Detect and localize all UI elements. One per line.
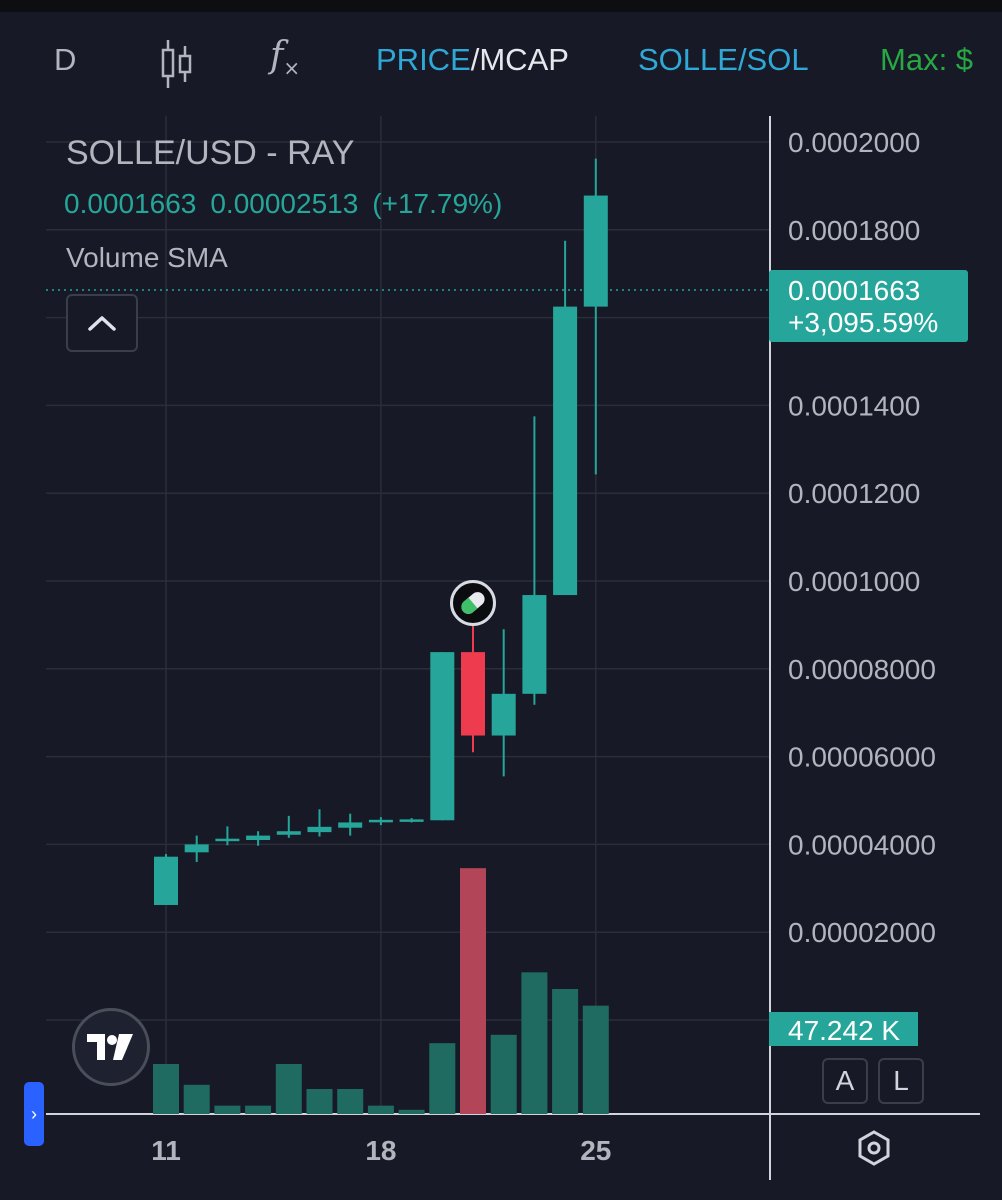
- legend-indicator: Volume SMA: [66, 242, 228, 273]
- interval-button[interactable]: D: [54, 42, 77, 77]
- candle-body: [246, 835, 271, 841]
- volume-bar: [582, 1005, 609, 1114]
- y-tick-label: 0.0001000: [788, 566, 920, 597]
- candle-body: [522, 595, 547, 694]
- mcap-label: /MCAP: [470, 42, 569, 77]
- candle-body: [461, 652, 485, 736]
- volume-bar: [306, 1089, 333, 1114]
- collapse-legend-button[interactable]: [66, 294, 138, 352]
- candle: [215, 826, 240, 846]
- y-tick-label: 0.0002000: [788, 127, 920, 158]
- candle-body: [553, 306, 578, 596]
- log-scale-button[interactable]: L: [878, 1058, 924, 1104]
- y-tick-label: 0.00008000: [788, 654, 936, 685]
- last-price-pct: +3,095.59%: [788, 307, 938, 338]
- candle: [307, 809, 332, 837]
- volume-bar: [490, 1034, 517, 1114]
- volume-bar: [552, 989, 579, 1114]
- y-tick-label: 0.0001800: [788, 215, 920, 246]
- volume-bar: [245, 1105, 272, 1114]
- max-label[interactable]: Max: $: [880, 42, 974, 77]
- candle: [338, 813, 363, 836]
- candle: [368, 817, 393, 826]
- pill-icon[interactable]: [450, 580, 496, 626]
- chart-toolbar: D f× PRICE/MCAP SOLLE/SOL Max: $: [0, 0, 1002, 116]
- candle-body: [307, 826, 332, 833]
- candle: [276, 815, 301, 838]
- x-tick-label: 25: [580, 1135, 611, 1166]
- volume-bar: [183, 1084, 210, 1114]
- price-mcap-toggle[interactable]: PRICE/MCAP: [376, 40, 569, 80]
- price-label: PRICE: [376, 42, 471, 77]
- candle-body: [338, 822, 363, 828]
- legend-change-pct: (+17.79%): [372, 188, 503, 219]
- settings-hexagon-icon[interactable]: [854, 1128, 894, 1168]
- candle-body: [430, 652, 455, 821]
- volume-bar: [275, 1064, 302, 1114]
- last-price-badge: [769, 269, 968, 342]
- candle: [154, 854, 178, 905]
- chevron-up-icon: [88, 316, 116, 331]
- legend-price: 0.0001663: [64, 188, 197, 219]
- candle-body: [154, 856, 178, 905]
- tradingview-logo-icon[interactable]: [72, 1008, 150, 1086]
- candle: [184, 835, 209, 862]
- y-tick-label: 0.00006000: [788, 742, 936, 773]
- legend-title: SOLLE/USD - RAY: [66, 134, 355, 172]
- candle-body: [368, 819, 393, 823]
- y-tick-label: 0.00002000: [788, 917, 936, 948]
- candle: [553, 240, 578, 596]
- candle: [491, 629, 516, 777]
- y-tick-label: 0.00004000: [788, 829, 936, 860]
- volume-bar: [214, 1105, 241, 1114]
- pair-toggle[interactable]: SOLLE/SOL: [638, 42, 809, 77]
- candle-body: [399, 819, 424, 822]
- volume-bar: [429, 1043, 456, 1114]
- volume-badge-value: 47.242 K: [788, 1015, 900, 1046]
- side-panel-toggle[interactable]: ›: [24, 1082, 44, 1146]
- volume-bar: [367, 1105, 394, 1114]
- candle-body: [276, 831, 301, 835]
- volume-badge: [769, 1012, 918, 1046]
- chevron-right-icon: ›: [31, 1103, 37, 1124]
- x-tick-label: 11: [151, 1135, 181, 1166]
- candle: [399, 818, 424, 823]
- candle: [461, 590, 485, 753]
- volume-bar: [337, 1089, 364, 1114]
- candle-body: [583, 195, 608, 307]
- function-icon[interactable]: f×: [270, 35, 301, 81]
- candle-body: [491, 693, 516, 736]
- volume-bar: [153, 1064, 179, 1114]
- volume-bar: [460, 868, 486, 1114]
- legend-change: 0.00002513: [210, 188, 359, 219]
- x-tick-label: 18: [365, 1135, 396, 1166]
- candlestick-icon[interactable]: [158, 38, 194, 100]
- candle-body: [184, 844, 209, 853]
- volume-bar: [398, 1109, 425, 1114]
- candle: [246, 831, 271, 846]
- legend-values: 0.0001663 0.00002513 (+17.79%): [64, 188, 516, 220]
- volume-bar: [521, 972, 548, 1114]
- candle: [583, 158, 608, 475]
- y-tick-label: 0.0001200: [788, 478, 920, 509]
- candle-body: [215, 838, 240, 842]
- auto-scale-button[interactable]: A: [822, 1058, 868, 1104]
- y-tick-label: 0.0001400: [788, 390, 920, 421]
- last-price-value: 0.0001663: [788, 275, 920, 306]
- candle: [522, 416, 547, 705]
- candle: [430, 652, 455, 821]
